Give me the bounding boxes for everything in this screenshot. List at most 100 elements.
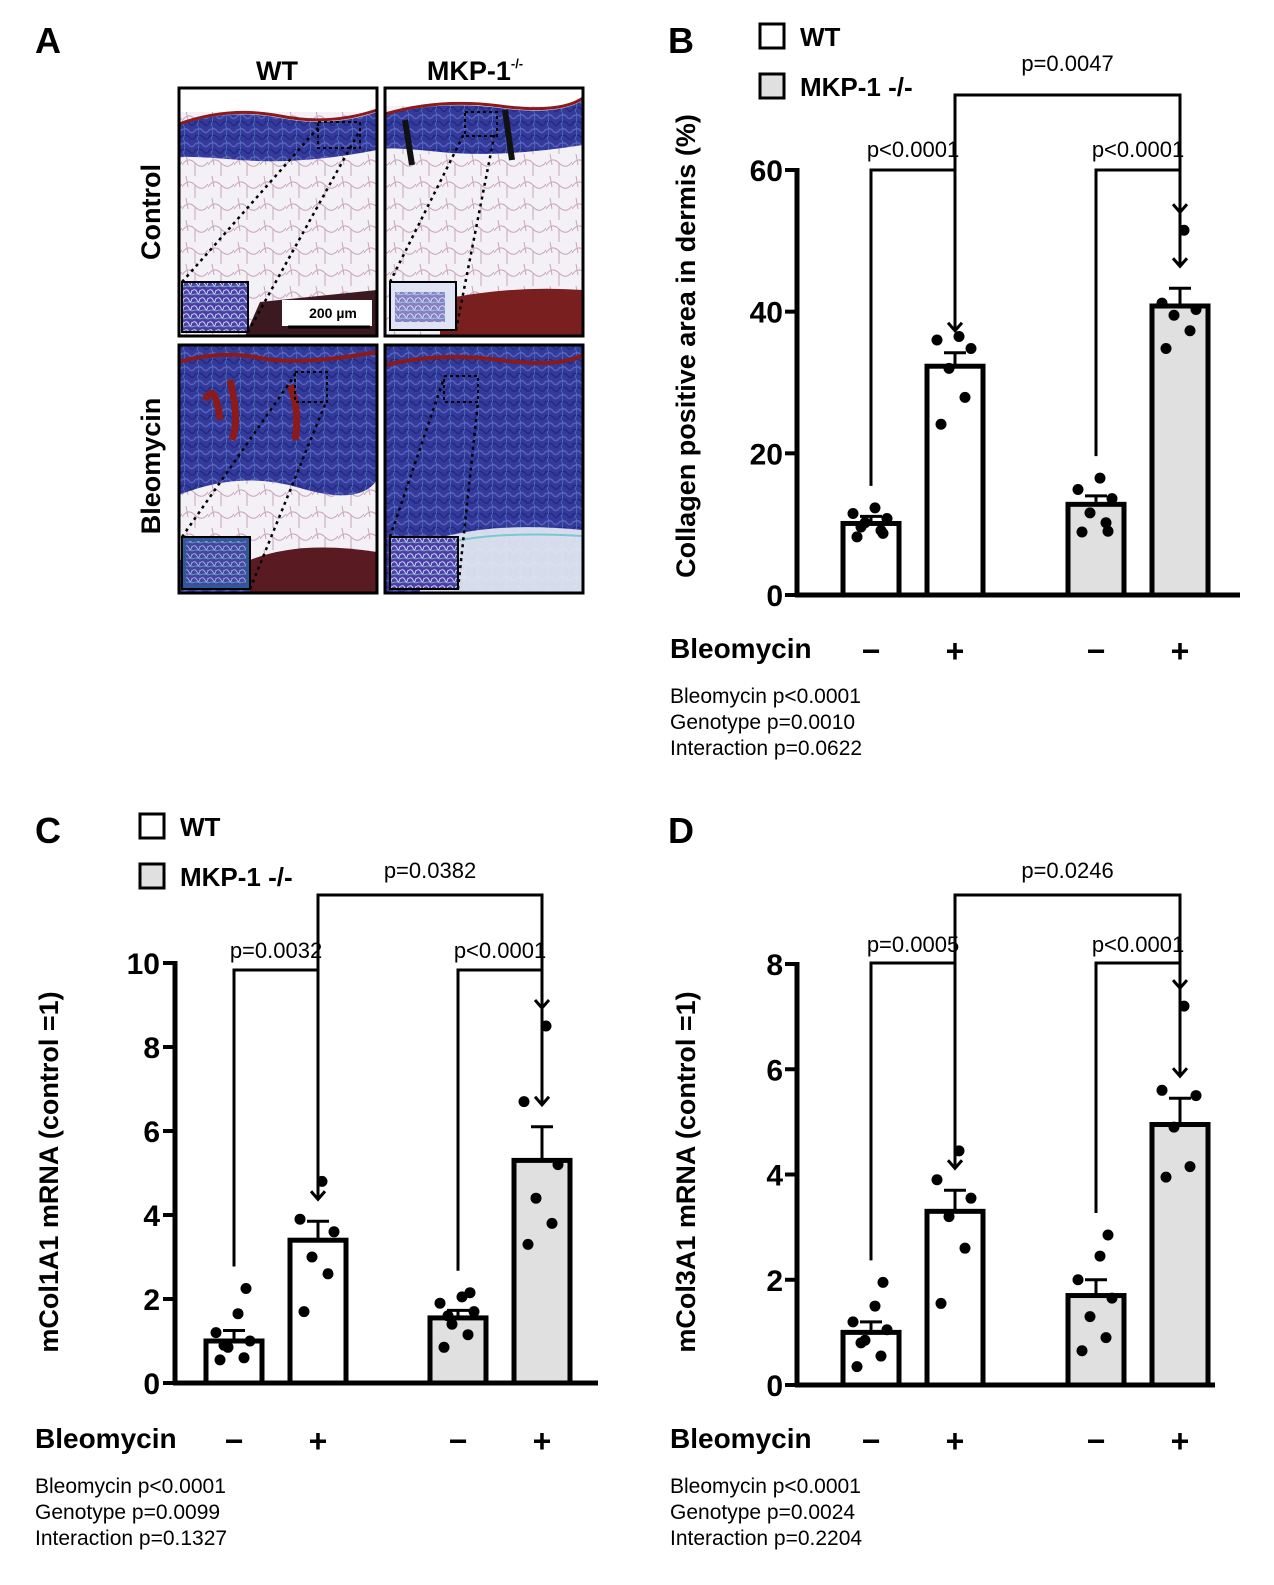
data-point — [306, 1251, 318, 1263]
data-point — [847, 1316, 859, 1328]
data-point — [1084, 507, 1096, 519]
legend-wt-swatch — [138, 812, 166, 840]
scale-bar-label: 200 µm — [309, 305, 357, 321]
p-value-label: p=0.0005 — [867, 932, 959, 957]
y-tick-label: 0 — [766, 580, 783, 613]
data-point — [935, 1297, 947, 1309]
data-point — [522, 1238, 534, 1250]
data-point — [851, 1361, 863, 1373]
bracket-arrowhead — [1171, 203, 1189, 215]
legend-ko-label: MKP-1 -/- — [800, 72, 913, 102]
y-tick-label: 8 — [143, 1032, 160, 1065]
y-axis-label: Collagen positive area in dermis (%) — [671, 114, 701, 578]
bleomycin-row-label: Bleomycin — [35, 1423, 177, 1454]
data-point — [238, 1352, 250, 1364]
data-point — [855, 521, 867, 533]
bracket-arrowhead — [1171, 257, 1189, 269]
treatment-mark: + — [533, 1423, 552, 1459]
data-point — [953, 330, 965, 342]
data-point — [847, 508, 859, 520]
data-point — [965, 1192, 977, 1204]
data-point — [1160, 1171, 1172, 1183]
data-point — [218, 1339, 230, 1351]
y-tick-label: 4 — [766, 1160, 783, 1193]
data-point — [881, 513, 893, 524]
bracket-arrowhead — [1171, 1067, 1189, 1079]
treatment-mark: − — [449, 1423, 468, 1459]
data-point — [1156, 1084, 1168, 1096]
legend-ko-label: MKP-1 -/- — [180, 862, 293, 892]
y-tick-label: 8 — [766, 949, 783, 982]
bracket-arrowhead — [1171, 979, 1189, 991]
data-point — [322, 1268, 334, 1280]
bracket-arrowhead — [946, 321, 964, 334]
treatment-mark: + — [309, 1423, 328, 1459]
data-point — [210, 1327, 222, 1339]
data-point — [328, 1226, 340, 1238]
data-point — [959, 391, 971, 403]
data-point — [214, 1354, 226, 1366]
data-point — [959, 1242, 971, 1254]
panel-a-letter: A — [35, 20, 61, 61]
data-point — [1076, 526, 1088, 538]
data-point — [1102, 1229, 1114, 1241]
significance-bracket — [232, 968, 320, 1267]
data-point — [1072, 1274, 1084, 1286]
data-point — [442, 1310, 454, 1322]
data-point — [1156, 297, 1168, 309]
anova-stat: Genotype p=0.0010 — [670, 711, 855, 734]
significance-bracket — [869, 961, 957, 1261]
anova-stat: Genotype p=0.0024 — [670, 1501, 855, 1524]
y-axis-label: mCol1A1 mRNA (control =1) — [34, 991, 64, 1352]
data-point — [877, 527, 889, 539]
treatment-mark: + — [946, 633, 965, 669]
bar — [1149, 303, 1211, 598]
histology-ko-control — [383, 86, 585, 338]
data-point — [530, 1192, 542, 1204]
data-point — [935, 418, 947, 430]
histology-col-wt: WT — [256, 56, 298, 86]
data-point — [240, 1283, 252, 1294]
chart-d: 0 2 4 6 8 mCol3A1 mRNA (control =1) p=0.0005 p<… — [670, 858, 1215, 1550]
data-point — [294, 1213, 306, 1225]
y-tick-label: 0 — [766, 1370, 783, 1403]
anova-stat: Bleomycin p<0.0001 — [670, 685, 861, 708]
data-point — [1100, 517, 1112, 529]
legend-ko-swatch — [758, 72, 786, 100]
histology-col-ko: MKP-1-/- — [427, 56, 523, 86]
data-point — [881, 1324, 893, 1336]
data-point — [1190, 1090, 1202, 1102]
bracket-arrowhead — [946, 1159, 964, 1171]
anova-stat: Bleomycin p<0.0001 — [670, 1475, 861, 1498]
y-tick-label: 2 — [766, 1265, 783, 1298]
significance-bracket — [953, 893, 1182, 989]
anova-stat: Interaction p=0.1327 — [35, 1527, 227, 1550]
panel-a: A WT MKP-1-/- Control Bleomycin 200 µm — [35, 20, 585, 595]
y-tick-label: 0 — [143, 1368, 160, 1401]
treatment-mark: + — [1171, 633, 1190, 669]
p-value-label: p<0.0001 — [867, 137, 959, 162]
treatment-mark: − — [862, 633, 881, 669]
legend-c: WT MKP-1 -/- — [138, 812, 293, 892]
p-value-label: p=0.0382 — [384, 858, 476, 883]
data-point — [232, 1308, 244, 1320]
p-value-label: p<0.0001 — [1092, 137, 1184, 162]
p-value-label: p=0.0032 — [230, 938, 322, 963]
bar — [840, 1329, 902, 1388]
data-point — [1072, 483, 1084, 495]
chart-c: 0 2 4 6 8 10 mCol1A1 mRNA (control =1) p=0.0032… — [34, 858, 598, 1550]
data-point — [943, 1211, 955, 1223]
bar — [1065, 1293, 1127, 1388]
bar — [840, 520, 902, 598]
data-point — [1094, 472, 1106, 484]
treatment-mark: − — [862, 1423, 881, 1459]
significance-bracket — [869, 168, 957, 486]
bleomycin-row-label: Bleomycin — [670, 1423, 812, 1454]
data-point — [464, 1287, 476, 1299]
anova-stat: Interaction p=0.2204 — [670, 1527, 862, 1550]
data-point — [1184, 325, 1196, 337]
significance-bracket — [456, 968, 544, 1271]
panel-c: C WT MKP-1 -/- 0 2 4 6 8 10 mCol1A1 mRNA (cont… — [34, 810, 598, 1550]
treatment-mark: − — [1087, 633, 1106, 669]
